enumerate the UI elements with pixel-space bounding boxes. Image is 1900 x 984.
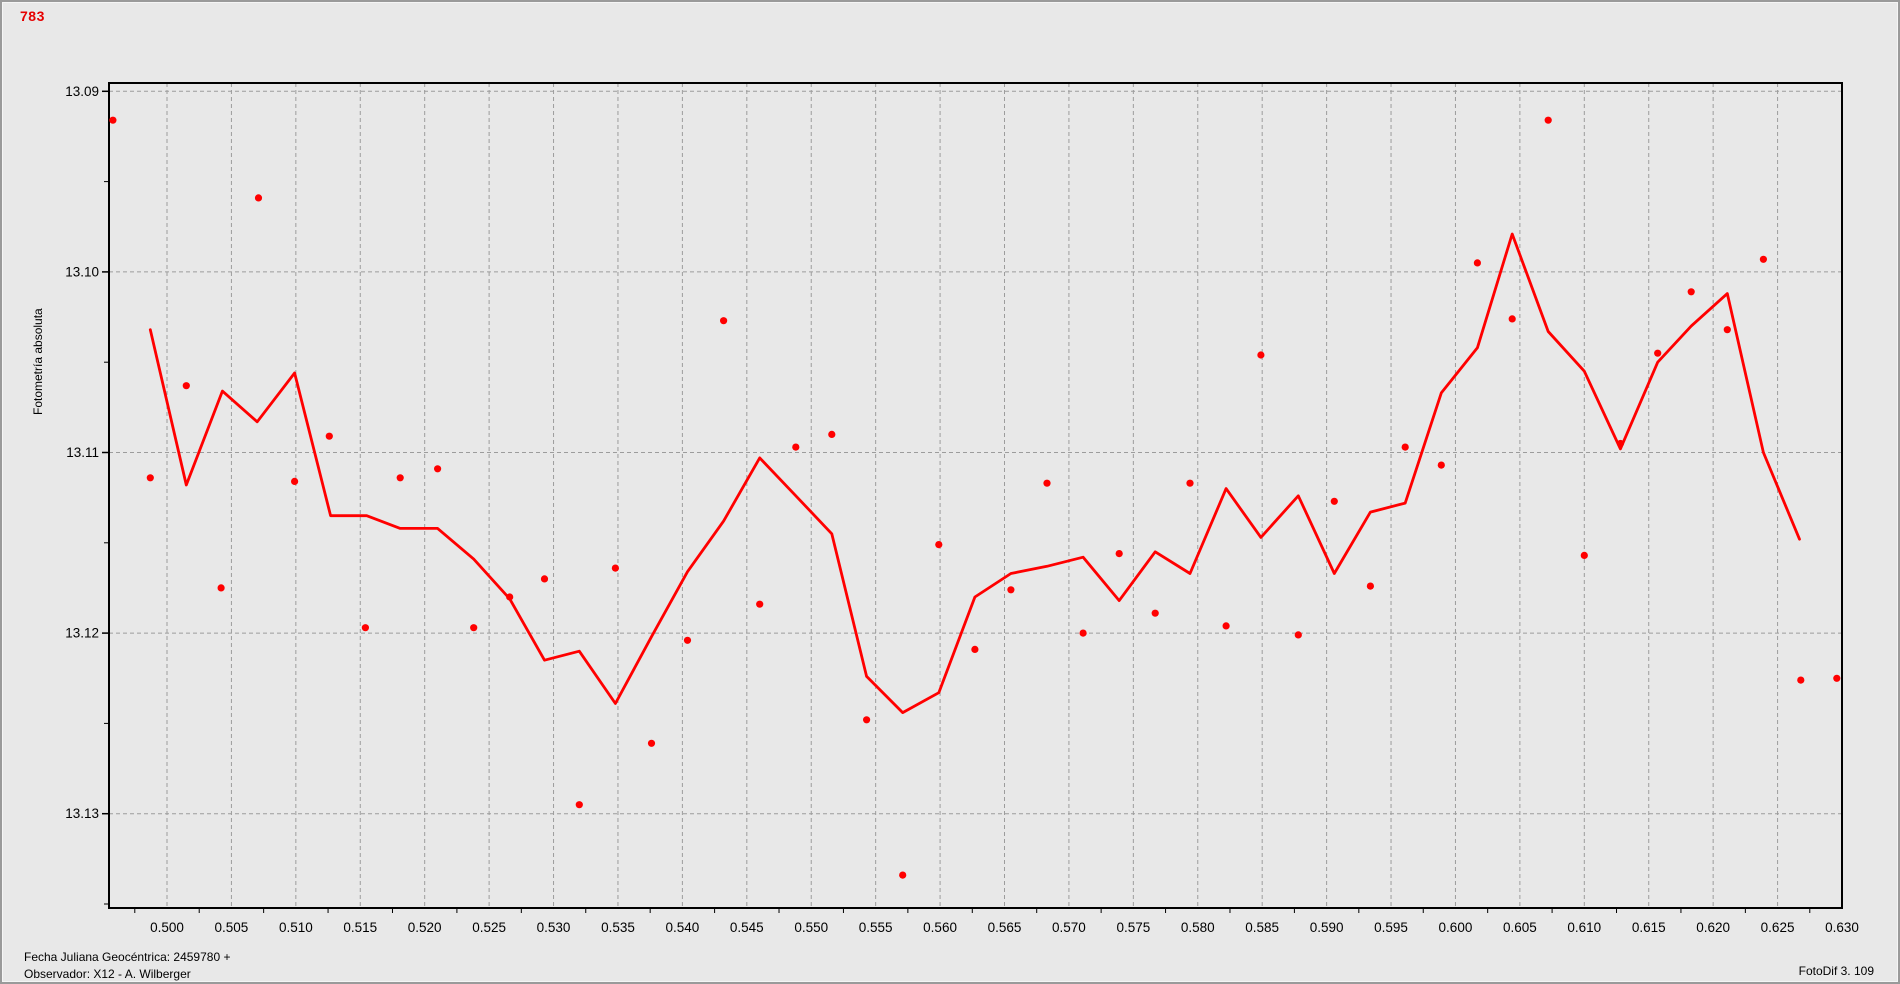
x-tick-label: 0.560 [923,920,957,935]
scatter-point [792,443,800,451]
scatter-point [146,474,154,482]
x-tick-label: 0.580 [1181,920,1215,935]
scatter-point [1544,116,1552,124]
scatter-point [396,474,404,482]
model-fit-line [148,232,1801,714]
scatter-point [1330,497,1338,505]
scatter-point [720,317,728,325]
x-tick-label: 0.570 [1052,920,1086,935]
scatter-point [291,477,299,485]
scatter-point [863,716,871,724]
scatter-point [1366,582,1374,590]
scatter-point [1508,315,1516,323]
x-tick-label: 0.535 [601,920,635,935]
plot-border [108,82,1843,909]
y-tick-label: 13.13 [65,806,99,821]
scatter-point [1401,443,1409,451]
y-tick-label: 13.10 [65,264,99,279]
scatter-point [1115,550,1123,558]
scatter-point [1580,551,1588,560]
x-tick-label: 0.545 [730,920,764,935]
scatter-point [971,645,979,654]
x-tick-label: 0.605 [1503,920,1537,935]
scatter-point [1079,629,1087,637]
scatter-point [217,584,225,592]
x-tick-label: 0.555 [859,920,893,935]
scatter-point [828,430,836,438]
scatter-point [1257,351,1265,359]
scatter-point [434,465,442,473]
scatter-point [1723,326,1731,334]
scatter-point [470,624,478,632]
scatter-point [1043,479,1051,487]
x-tick-label: 0.525 [472,920,506,935]
x-tick-label: 0.620 [1696,920,1730,935]
x-tick-label: 0.585 [1245,920,1279,935]
software-version-label: FotoDif 3. 109 [1798,964,1874,978]
scatter-point [540,575,549,583]
x-tick-label: 0.505 [215,920,249,935]
x-tick-label: 0.530 [537,920,571,935]
x-tick-label: 0.500 [150,920,184,935]
x-tick-label: 0.515 [343,920,377,935]
scatter-point [756,600,764,608]
x-tick-label: 0.595 [1374,920,1408,935]
scatter-point [1833,674,1841,682]
scatter-point [254,194,263,202]
scatter-point [1186,479,1194,487]
x-tick-label: 0.610 [1567,920,1601,935]
y-axis-title: Fotometría absoluta [31,308,45,415]
scatter-point [182,382,190,390]
chart-footnotes: Fecha Juliana Geocéntrica: 2459780 + Obs… [24,949,231,982]
scatter-point [1007,586,1015,594]
y-tick-label: 13.11 [66,445,99,460]
x-tick-label: 0.600 [1439,920,1473,935]
x-tick-label: 0.575 [1116,920,1150,935]
x-tick-label: 0.630 [1825,920,1859,935]
scatter-point [361,624,369,632]
y-tick-label: 13.09 [65,84,99,99]
scatter-point [1687,288,1695,296]
y-tick-label: 13.12 [65,626,99,641]
scatter-point [1797,676,1805,684]
x-tick-label: 0.550 [794,920,828,935]
page-title: 783 [20,8,45,24]
x-tick-label: 0.565 [988,920,1022,935]
x-tick-label: 0.590 [1310,920,1344,935]
scatter-point [1294,631,1302,639]
scatter-point [1473,259,1481,267]
scatter-point [1222,622,1230,630]
x-tick-label: 0.625 [1761,920,1795,935]
scatter-point [683,636,692,644]
scatter-point [935,541,943,549]
observer-note: Observador: X12 - A. Wilberger [24,967,191,981]
scatter-point [1759,255,1767,263]
x-tick-label: 0.540 [665,920,699,935]
scatter-point [899,871,907,879]
scatter-point [611,564,620,572]
x-tick-label: 0.615 [1632,920,1666,935]
scatter-point [109,116,117,124]
scatter-point [1437,461,1445,469]
scatter-point [325,432,333,440]
julian-date-note: Fecha Juliana Geocéntrica: 2459780 + [24,950,231,964]
scatter-point [1654,349,1662,357]
scatter-point [1151,609,1159,617]
x-tick-label: 0.520 [408,920,442,935]
scatter-point [647,739,656,747]
x-tick-label: 0.510 [279,920,313,935]
scatter-point [575,801,583,809]
